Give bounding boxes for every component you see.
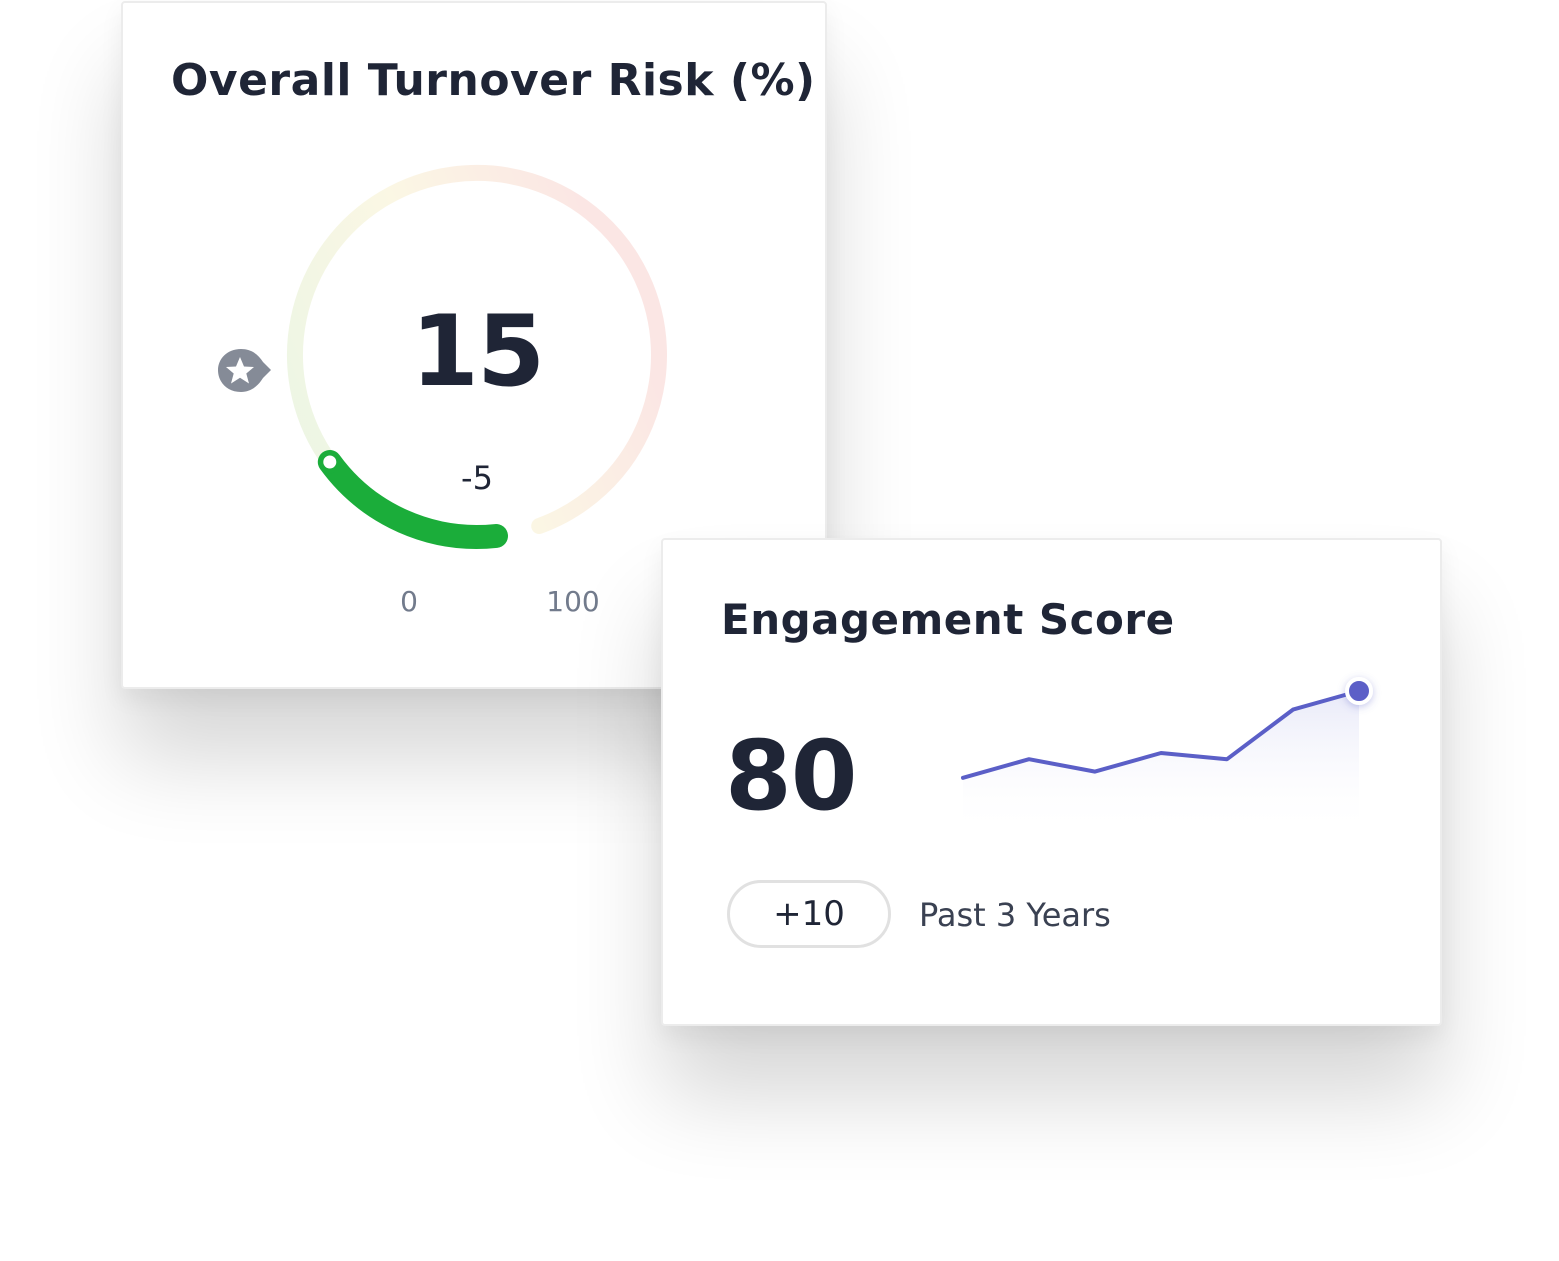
gauge-value-arc xyxy=(317,450,508,549)
engagement-period-label: Past 3 Years xyxy=(919,896,1111,934)
turnover-risk-card: Overall Turnover Risk (%) 15 -5 0 100 xyxy=(121,1,827,689)
turnover-risk-title: Overall Turnover Risk (%) xyxy=(171,55,816,106)
sparkline-line xyxy=(961,689,1361,780)
turnover-risk-value: 15 xyxy=(410,295,545,409)
gauge-track xyxy=(287,164,667,534)
sparkline-latest-point[interactable] xyxy=(1345,677,1373,705)
gauge-knob xyxy=(318,450,342,474)
engagement-sparkline xyxy=(961,677,1373,835)
gauge-max-label: 100 xyxy=(546,585,600,618)
engagement-score-card: Engagement Score 80 +10 Past 3 Years xyxy=(661,538,1442,1026)
engagement-change-badge[interactable]: +10 xyxy=(727,880,891,948)
sparkline-area xyxy=(963,691,1359,835)
gauge-min-label: 0 xyxy=(400,585,418,618)
engagement-score-value: 80 xyxy=(725,720,858,832)
star-marker-icon[interactable] xyxy=(215,346,273,398)
turnover-risk-gauge xyxy=(287,164,667,549)
engagement-score-title: Engagement Score xyxy=(721,595,1175,644)
turnover-risk-change: -5 xyxy=(461,459,493,497)
